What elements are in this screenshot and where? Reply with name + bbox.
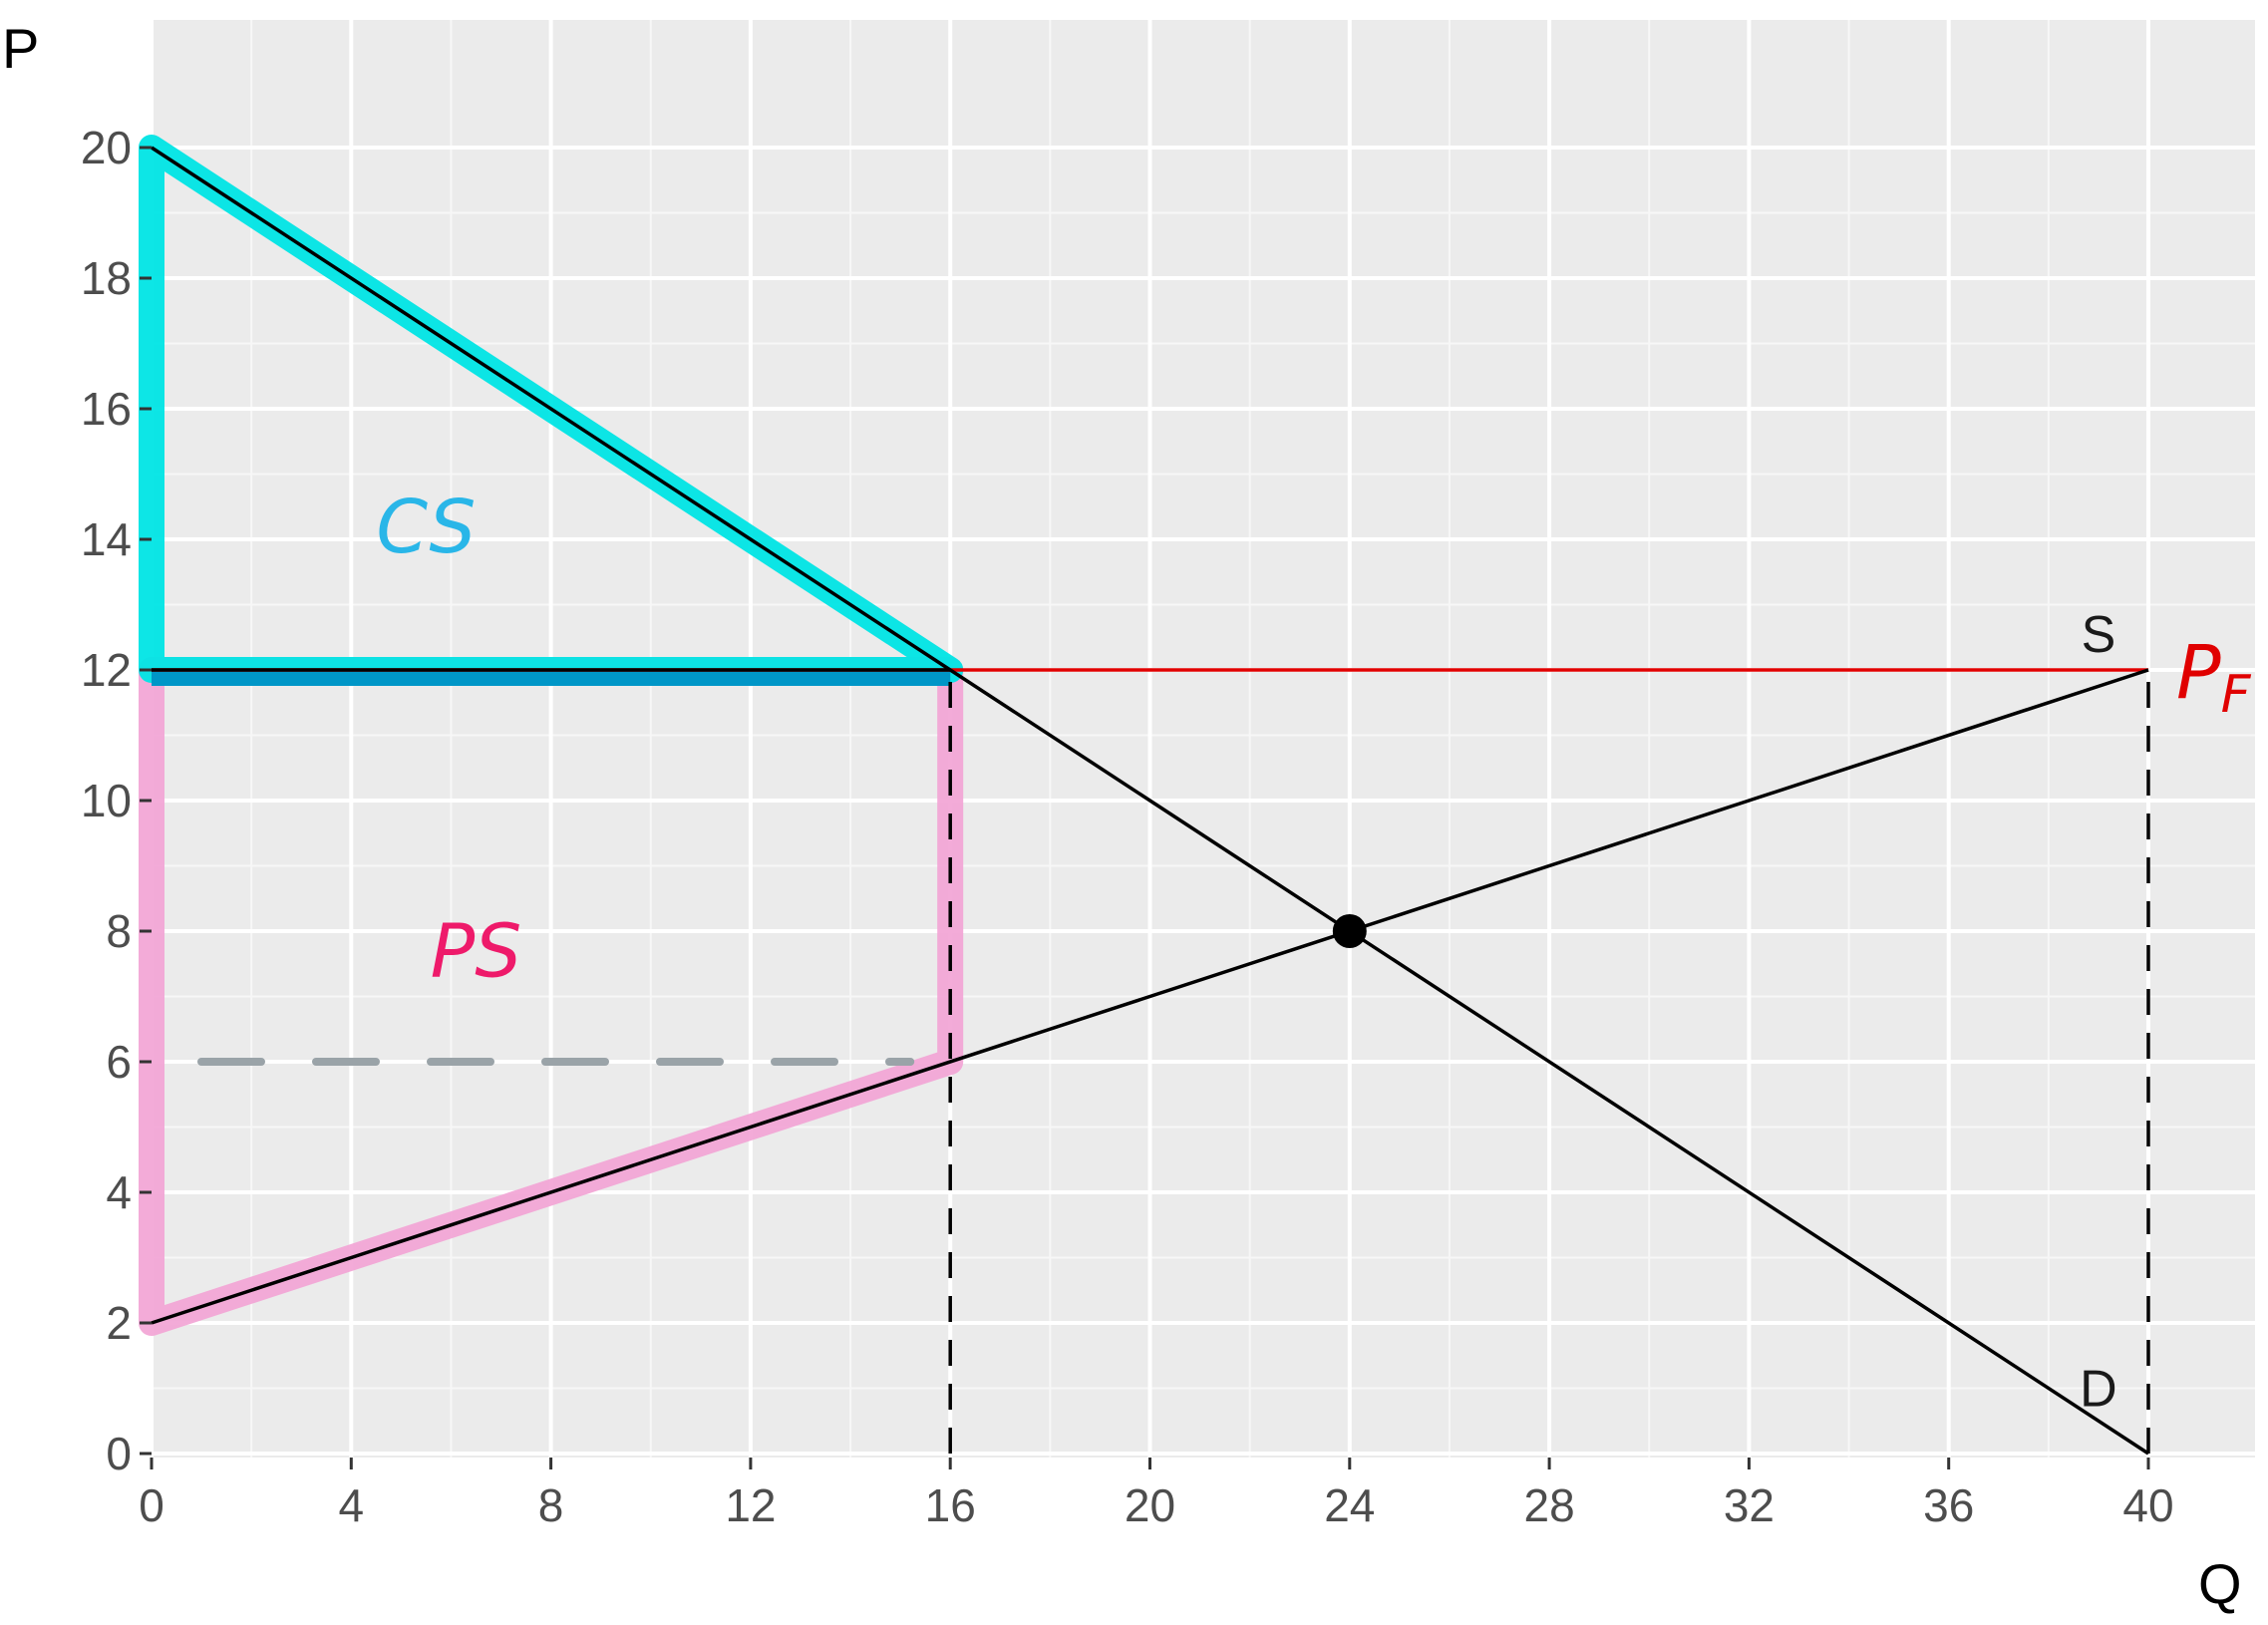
x-tick-label: 8 [538, 1479, 564, 1531]
curves [151, 146, 2150, 1456]
x-tick-label: 24 [1324, 1479, 1375, 1531]
x-tick-label: 4 [339, 1479, 365, 1531]
y-tick-label: 10 [81, 775, 132, 826]
price-floor-label-main: P [2176, 630, 2221, 716]
x-tick-label: 12 [725, 1479, 776, 1531]
y-tick-label: 0 [106, 1428, 132, 1479]
equilibrium-point [1332, 914, 1367, 948]
x-tick-label: 32 [1724, 1479, 1775, 1531]
price-floor-label-sub: F [2221, 665, 2252, 725]
price-floor-label: PF [2176, 630, 2252, 725]
y-tick-label: 14 [81, 513, 132, 565]
x-tick-label: 0 [139, 1479, 164, 1531]
cs-area-label: CS [376, 485, 476, 570]
grid [150, 20, 2255, 1458]
y-tick-label: 6 [106, 1036, 132, 1088]
x-tick-label: 16 [925, 1479, 976, 1531]
x-axis-title: Q [2198, 1552, 2242, 1615]
supply-curve-label: S [2082, 606, 2116, 664]
y-tick-label: 20 [81, 122, 132, 173]
x-tick-label: 36 [1923, 1479, 1974, 1531]
y-axis-title: P [2, 17, 39, 80]
x-tick-label: 40 [2122, 1479, 2173, 1531]
y-tick-label: 16 [81, 383, 132, 435]
y-tick-label: 2 [106, 1297, 132, 1349]
y-tick-label: 12 [81, 644, 132, 696]
x-tick-label: 20 [1125, 1479, 1175, 1531]
y-tick-label: 8 [106, 905, 132, 957]
supply-line [151, 668, 2149, 1325]
y-tick-label: 4 [106, 1166, 132, 1218]
x-tick-label: 28 [1524, 1479, 1575, 1531]
ps-area-label: PS [431, 909, 522, 995]
y-tick-label: 18 [81, 252, 132, 304]
demand-line [151, 146, 2149, 1456]
demand-curve-label: D [2080, 1361, 2117, 1419]
